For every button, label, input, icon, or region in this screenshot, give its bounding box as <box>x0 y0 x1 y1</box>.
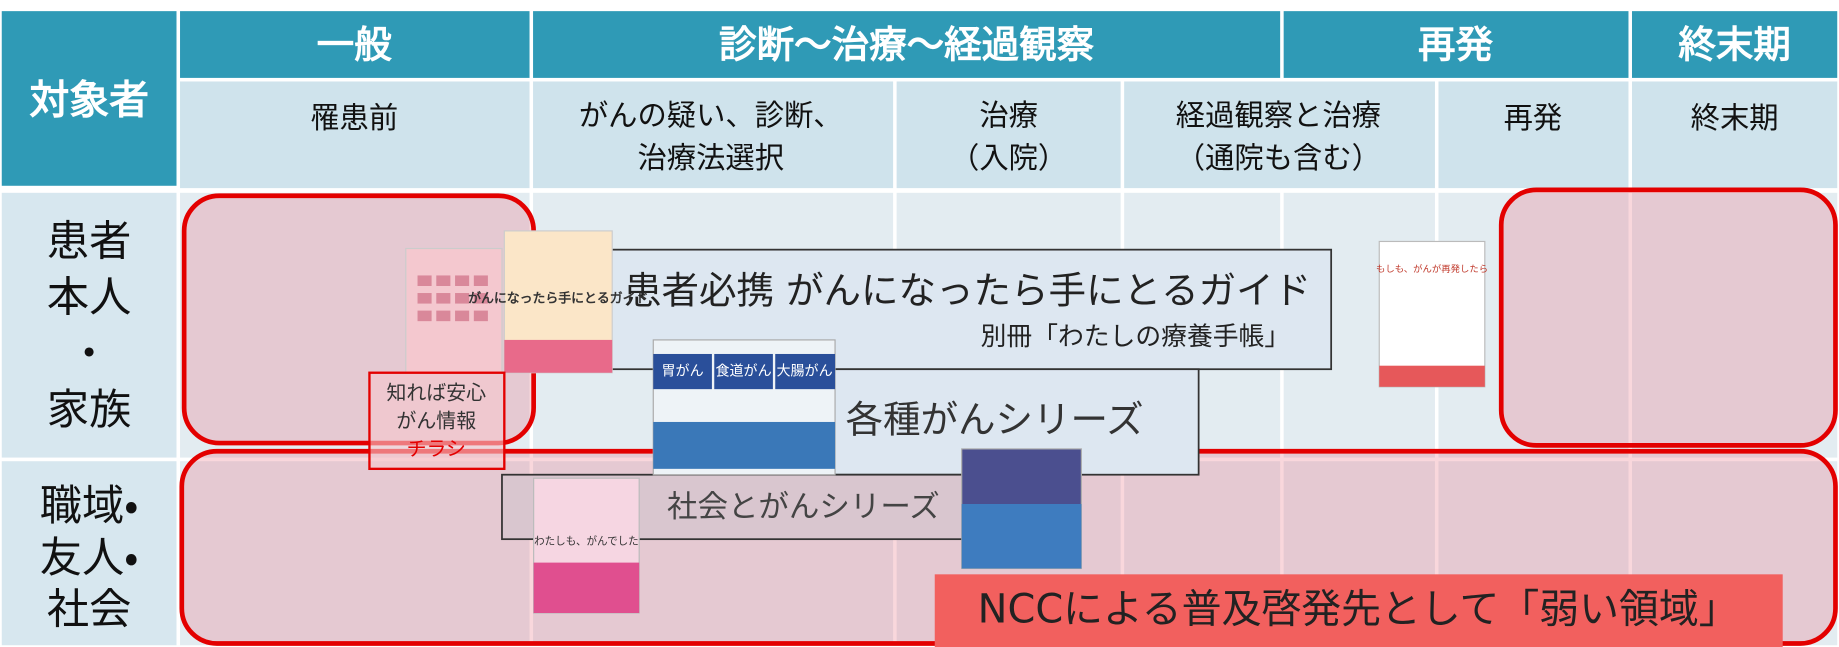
row-header <box>0 457 181 647</box>
society-title: 社会とがんシリーズ <box>667 490 940 525</box>
book-wave <box>961 504 1082 569</box>
row-label: 社会 <box>47 584 131 633</box>
note-banner <box>934 574 1783 647</box>
note-text: NCCによる普及啓発先として「弱い領域」 <box>978 586 1739 632</box>
book-title: 大腸がん <box>776 364 832 380</box>
stage-band <box>176 77 1839 192</box>
stage: 治療法選択 <box>637 141 784 175</box>
stage: 経過観察と治療 <box>1176 99 1381 133</box>
book-title: わたしも、がんでした <box>534 535 639 548</box>
series-title: 各種がんシリーズ <box>845 397 1143 441</box>
row-label: ・ <box>68 329 110 378</box>
stage: 終末期 <box>1691 101 1779 135</box>
book-band <box>775 353 836 390</box>
book-title: がんになったら手にとるガイド <box>468 290 648 306</box>
stage: 治療 <box>979 99 1038 133</box>
header-band <box>176 7 1839 82</box>
flyer-text: がん情報 <box>396 409 476 432</box>
phase: 終末期 <box>1678 22 1791 66</box>
guide-title: 患者必携 がんになったら手にとるガイド <box>624 269 1311 313</box>
highlight <box>1498 187 1838 448</box>
phase: 一般 <box>317 22 393 66</box>
book-band <box>504 339 613 373</box>
stage: （入院） <box>950 141 1067 175</box>
flyer-text: チラシ <box>407 438 466 461</box>
target-label: 対象者 <box>29 78 149 124</box>
phase: 再発 <box>1418 22 1494 66</box>
row-label: 本人 <box>47 273 131 322</box>
book-band <box>533 562 640 614</box>
flyer-box <box>368 371 506 471</box>
book-grid <box>417 275 488 322</box>
phase: 診断～治療～経過観察 <box>719 22 1095 66</box>
book-title: もしも、がんが再発したら <box>1376 263 1488 275</box>
stage: （通院も含む） <box>1176 141 1381 175</box>
row-label: 家族 <box>47 385 131 434</box>
flyer-text: 知れば安心 <box>386 381 486 404</box>
book-band <box>714 353 773 390</box>
row-label: 職域・ <box>40 481 139 530</box>
guide-sub: 別冊「わたしの療養手帳」 <box>981 322 1290 352</box>
book-title: 食道がん <box>715 364 771 380</box>
stage: がんの疑い、診断、 <box>579 99 843 133</box>
book-title: 胃がん <box>662 364 704 380</box>
row-label: 友人・ <box>40 533 139 582</box>
book-band <box>653 353 712 390</box>
stage: 罹患前 <box>310 101 398 135</box>
book-wave <box>653 421 836 469</box>
book-cover <box>1378 240 1486 388</box>
book-band <box>1379 365 1485 387</box>
stage: 再発 <box>1504 101 1563 135</box>
row-label: 患者 <box>47 216 131 265</box>
